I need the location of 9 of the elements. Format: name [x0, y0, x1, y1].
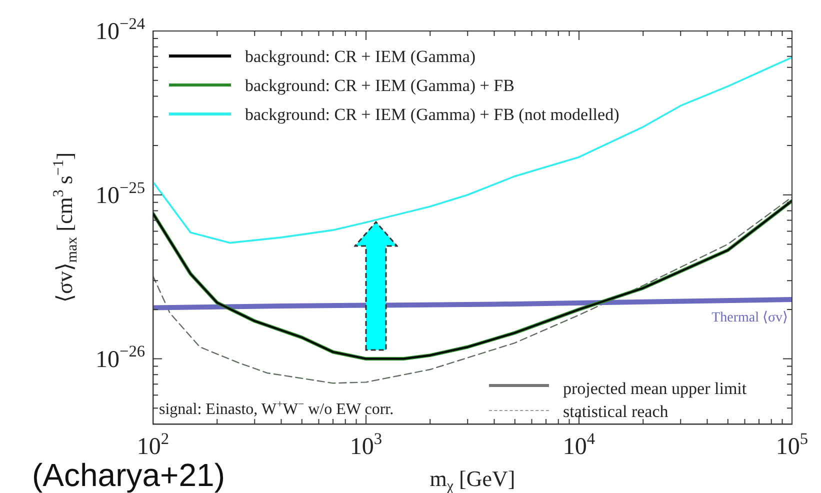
y-axis-title: ⟨σv⟩max [cm3 s−1] — [50, 152, 80, 303]
series-label: Thermal ⟨σv⟩ — [712, 310, 788, 326]
legend-label: background: CR + IEM (Gamma) — [245, 47, 476, 66]
annotation: signal: Einasto, W+W− w/o EW corr. — [159, 398, 394, 418]
legend-label: background: CR + IEM (Gamma) + FB (not modelled) — [245, 105, 620, 124]
text: (Acharya+21) — [32, 457, 225, 493]
annotation: projected mean upper limit — [563, 379, 747, 398]
legend-label: background: CR + IEM (Gamma) + FB — [245, 76, 514, 95]
annotation: statistical reach — [563, 402, 669, 421]
